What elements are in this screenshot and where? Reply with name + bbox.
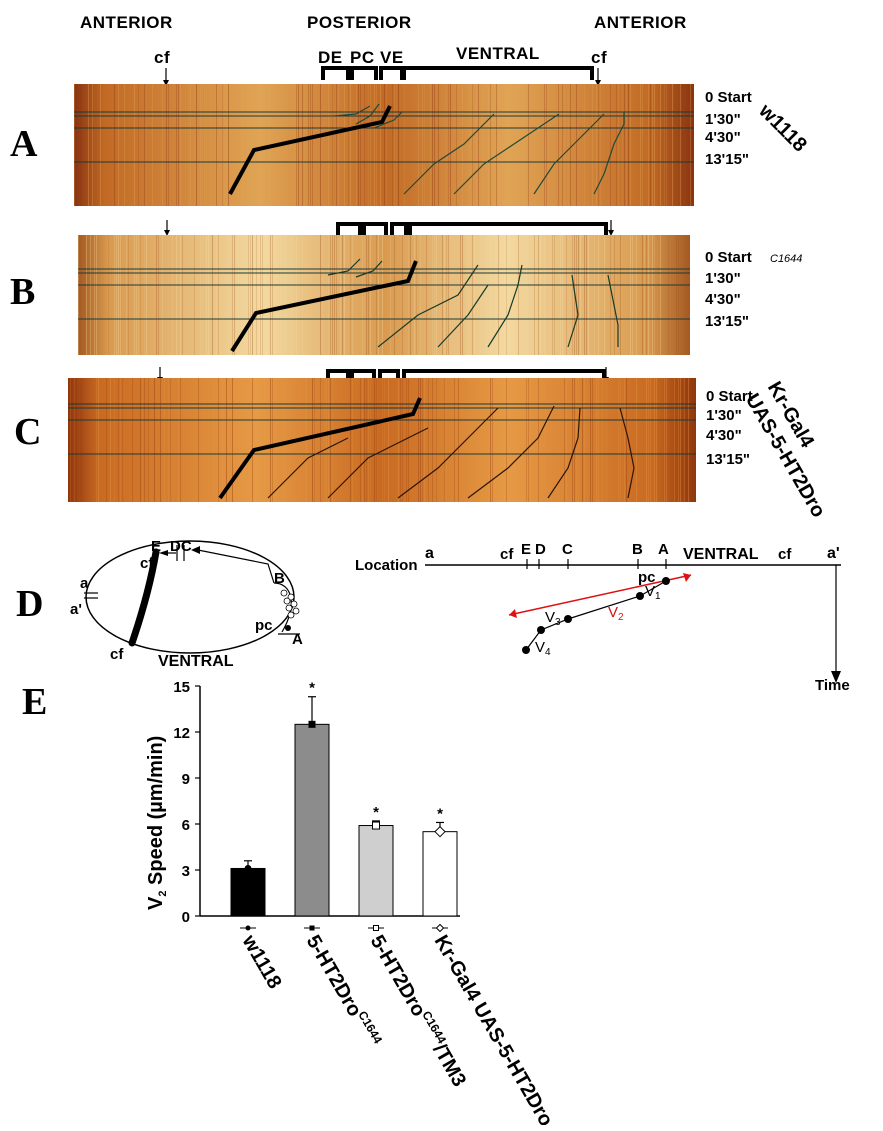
y-tick-label-5: 15	[173, 679, 190, 696]
panel-a-time-3: 13'15"	[705, 151, 750, 168]
kymograph-a	[74, 84, 694, 206]
header-brackets	[163, 66, 601, 86]
timeline-d: D	[535, 541, 546, 558]
timeline-pc: pc	[638, 569, 656, 586]
embryo-label-a-prime: a'	[70, 601, 82, 618]
timeline-diagram: Location a cf E D C B A VENTRAL cf a' pc…	[355, 541, 850, 694]
cephalic-furrow	[128, 548, 160, 647]
y-tick-label-4: 12	[173, 725, 190, 742]
timeline-c: C	[562, 541, 573, 558]
timeline-b: B	[632, 541, 643, 558]
y-axis-label: V2 Speed (µm/min)	[145, 736, 169, 910]
embryo-label-pc: pc	[255, 617, 273, 634]
panel-c-letter: C	[14, 411, 42, 453]
timeline-a: a	[425, 545, 434, 562]
category-label-3: Kr-Gal4 UAS-5-HT2Dro	[430, 932, 557, 1126]
header-de: DE	[318, 48, 343, 67]
embryo-label-b: B	[274, 570, 285, 587]
timeline-A: A	[658, 541, 669, 558]
timeline-a-prime: a'	[827, 545, 840, 562]
header-pc: PC	[350, 48, 375, 67]
bar-0	[230, 867, 266, 917]
panel-b-time-1: 1'30"	[705, 270, 741, 287]
bar-1	[294, 723, 330, 917]
panel-a-letter: A	[10, 123, 38, 165]
panel-a-genotype: w1118	[754, 100, 811, 157]
timeline-location: Location	[355, 557, 418, 574]
pole-cells	[280, 589, 300, 619]
timeline-v2: V2	[608, 604, 624, 623]
embryo-label-A: A	[292, 631, 303, 648]
kymograph-c	[68, 378, 696, 502]
kymograph-2-image	[68, 378, 696, 502]
panel-c-time-1: 1'30"	[706, 407, 742, 424]
panel-b-brackets	[164, 220, 614, 236]
ventral-bracket	[402, 66, 594, 80]
embryo-label-cf-top: cf	[140, 555, 154, 572]
panel-b-letter: B	[10, 271, 36, 313]
panel-b-genotype-superscript: C1644	[770, 253, 803, 265]
embryo-label-cf-bottom: cf	[110, 646, 124, 663]
timeline-cf2: cf	[778, 546, 792, 563]
header-ve: VE	[380, 48, 404, 67]
timeline-e: E	[521, 541, 531, 558]
panel-d-letter: D	[16, 583, 44, 625]
header-posterior: POSTERIOR	[307, 13, 412, 32]
panel-a-time-0: 0 Start	[705, 89, 752, 106]
embryo-label-dc: DC	[170, 538, 192, 555]
header-anterior-right: ANTERIOR	[594, 13, 687, 32]
kymograph-0-image	[74, 84, 694, 206]
panel-b-time-3: 13'15"	[705, 313, 750, 330]
panel-a-time-1: 1'30"	[705, 111, 741, 128]
panel-b-time-2: 4'30"	[705, 291, 741, 308]
timeline-ventral: VENTRAL	[683, 546, 759, 563]
y-tick-label-2: 6	[182, 817, 190, 834]
panel-e-letter: E	[22, 681, 48, 723]
panel-b-time-0: 0 Start	[705, 249, 752, 266]
panel-c-time-2: 4'30"	[706, 427, 742, 444]
y-tick-label-1: 3	[182, 863, 190, 880]
panel-c-time-3: 13'15"	[706, 451, 751, 468]
y-tick-label-0: 0	[182, 909, 190, 926]
timeline-v3: V3	[545, 609, 561, 628]
panel-c-time-0: 0 Start	[706, 388, 753, 405]
kymograph-1-image	[78, 235, 690, 355]
y-tick-label-3: 9	[182, 771, 190, 788]
bar-3	[422, 831, 458, 917]
v2-line	[508, 574, 692, 616]
panel-a-time-2: 4'30"	[705, 129, 741, 146]
timeline-time: Time	[815, 677, 850, 694]
category-label-0: w1118	[237, 931, 285, 993]
ve-bracket	[379, 66, 404, 80]
embryo-label-ventral: VENTRAL	[158, 653, 234, 670]
kymograph-b	[78, 235, 690, 355]
embryo-label-e: E	[151, 538, 161, 555]
header-anterior-left: ANTERIOR	[80, 13, 173, 32]
de-bracket	[321, 66, 350, 80]
significance-1: *	[309, 680, 315, 697]
timeline-cf1: cf	[500, 546, 514, 563]
header-cf-left: cf	[154, 48, 171, 67]
pc-bracket	[350, 66, 378, 80]
embryo-diagram: E DC cf B a a' pc A cf VENTRAL	[70, 538, 303, 670]
significance-2: *	[373, 804, 379, 821]
header-cf-right: cf	[591, 48, 608, 67]
timeline-v1: V1	[645, 583, 661, 602]
significance-3: *	[437, 805, 443, 822]
timeline-v4: V4	[535, 639, 551, 658]
embryo-label-a: a	[80, 575, 89, 592]
bar-2	[358, 825, 394, 917]
header-ventral: VENTRAL	[456, 44, 540, 63]
